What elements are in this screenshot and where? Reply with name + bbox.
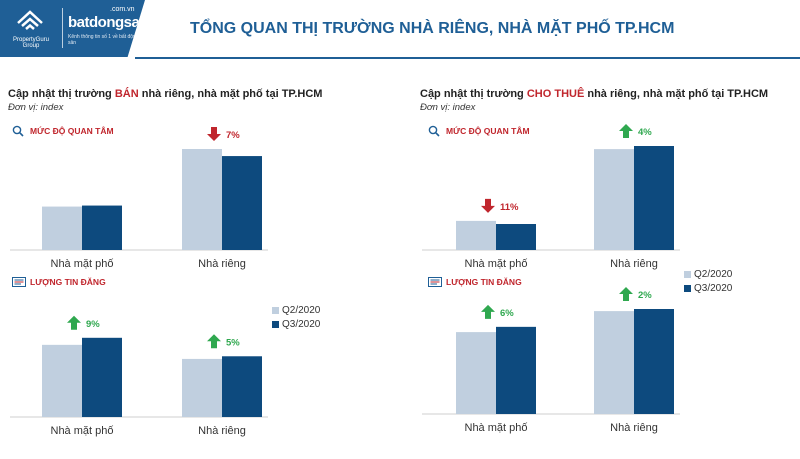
magnifier-icon xyxy=(12,125,24,137)
chart-sale-interest: Nhà mặt phố Nhà riêng 7% xyxy=(10,120,290,272)
header-bar: PropertyGuru Group .com.vn batdongsan Kê… xyxy=(0,0,800,59)
legend-label-q2: Q2/2020 xyxy=(694,269,733,280)
bar-q3-0 xyxy=(496,326,536,414)
legend-item-q2: Q2/2020 xyxy=(684,268,732,282)
listing-card-icon xyxy=(428,277,442,287)
legend-item-q3: Q3/2020 xyxy=(272,318,320,332)
category-label: Nhà riêng xyxy=(198,258,246,270)
legend-swatch-q3 xyxy=(272,321,279,328)
sale-title-pre: Cập nhật thị trường xyxy=(8,88,115,100)
arrow-up-icon xyxy=(67,315,81,330)
category-label: Nhà riêng xyxy=(610,258,658,270)
sale-unit-label: Đơn vị: index xyxy=(8,102,64,113)
legend-label-q2: Q2/2020 xyxy=(282,305,321,316)
brand-logo-block: PropertyGuru Group .com.vn batdongsan Kê… xyxy=(0,0,145,57)
legend-item-q2: Q2/2020 xyxy=(272,304,320,318)
category-label: Nhà mặt phố xyxy=(51,425,114,437)
chart-rent-interest: Nhà mặt phố 11% Nhà riêng 4% xyxy=(422,120,702,272)
bar-q2-1 xyxy=(594,149,634,250)
legend-label-q3: Q3/2020 xyxy=(282,319,321,330)
propertyguru-brand-text: PropertyGuru Group xyxy=(12,37,49,49)
bar-q3-0 xyxy=(82,337,122,417)
rent-title-pre: Cập nhật thị trường xyxy=(420,88,527,100)
legend-item-q3: Q3/2020 xyxy=(684,282,732,296)
bar-q3-1 xyxy=(634,146,674,250)
legend-swatch-q3 xyxy=(684,285,691,292)
change-label: 9% xyxy=(86,319,100,330)
arrow-up-icon xyxy=(619,124,633,138)
arrow-up-icon xyxy=(619,287,633,301)
rent-panel-title: Cập nhật thị trường CHO THUÊ nhà riêng, … xyxy=(420,88,768,100)
bar-q2-0 xyxy=(42,206,82,250)
arrow-down-icon xyxy=(207,127,221,141)
chart-rent-listings: Nhà mặt phố 6% Nhà riêng 2% xyxy=(422,284,702,436)
brand-tagline: Kênh thông tin số 1 về bất động sản xyxy=(68,34,139,46)
magnifier-icon xyxy=(428,125,440,137)
category-label: Nhà mặt phố xyxy=(465,422,528,434)
domain-suffix: .com.vn xyxy=(110,6,135,13)
sale-title-highlight: BÁN xyxy=(114,88,139,100)
sale-interest-label: MỨC ĐỘ QUAN TÂM xyxy=(30,126,114,136)
category-label: Nhà mặt phố xyxy=(465,258,528,270)
propertyguru-logo-icon xyxy=(17,10,43,30)
bar-q2-0 xyxy=(456,220,496,250)
legend-label-q3: Q3/2020 xyxy=(694,283,733,294)
change-label: 4% xyxy=(638,127,652,138)
batdongsan-brand-text: batdongsan xyxy=(68,14,148,31)
bar-q3-1 xyxy=(222,356,262,417)
rent-title-highlight: CHO THUÊ xyxy=(526,88,585,100)
rent-interest-label: MỨC ĐỘ QUAN TÂM xyxy=(446,126,530,136)
category-label: Nhà riêng xyxy=(610,422,658,434)
change-label: 2% xyxy=(638,290,652,301)
bar-q2-0 xyxy=(456,332,496,414)
legend-left: Q2/2020 Q3/2020 xyxy=(272,304,320,332)
change-label: 11% xyxy=(500,202,519,213)
bar-q2-1 xyxy=(594,311,634,414)
rent-listings-label: LƯỢNG TIN ĐĂNG xyxy=(446,277,522,287)
logo-divider xyxy=(62,8,63,48)
bar-q3-1 xyxy=(634,309,674,414)
bar-q2-1 xyxy=(182,149,222,250)
category-label: Nhà mặt phố xyxy=(51,258,114,270)
change-label: 5% xyxy=(226,337,240,348)
bar-q2-1 xyxy=(182,358,222,417)
change-label: 6% xyxy=(500,308,514,319)
sale-title-post: nhà riêng, nhà mặt phố tại TP.HCM xyxy=(138,88,323,100)
bar-q3-1 xyxy=(222,156,262,250)
legend-swatch-q2 xyxy=(684,271,691,278)
sale-listings-label: LƯỢNG TIN ĐĂNG xyxy=(30,277,106,287)
listing-card-icon xyxy=(12,277,26,287)
legend-right: Q2/2020 Q3/2020 xyxy=(684,268,732,296)
arrow-down-icon xyxy=(481,198,495,213)
category-label: Nhà riêng xyxy=(198,425,246,437)
page-title: TỔNG QUAN THỊ TRƯỜNG NHÀ RIÊNG, NHÀ MẶT … xyxy=(190,20,675,37)
legend-swatch-q2 xyxy=(272,307,279,314)
change-label: 7% xyxy=(226,130,240,141)
arrow-up-icon xyxy=(207,334,221,349)
rent-unit-label: Đơn vị: index xyxy=(420,102,476,113)
chart-sale-listings: Nhà mặt phố 9% Nhà riêng 5% xyxy=(10,297,290,445)
bar-q3-0 xyxy=(82,205,122,250)
bar-q3-0 xyxy=(496,224,536,250)
arrow-up-icon xyxy=(481,304,495,319)
bar-q2-0 xyxy=(42,344,82,417)
header-underline xyxy=(135,57,800,59)
sale-panel-title: Cập nhật thị trường BÁN nhà riêng, nhà m… xyxy=(8,88,322,100)
rent-title-post: nhà riêng, nhà mặt phố tại TP.HCM xyxy=(584,88,769,100)
